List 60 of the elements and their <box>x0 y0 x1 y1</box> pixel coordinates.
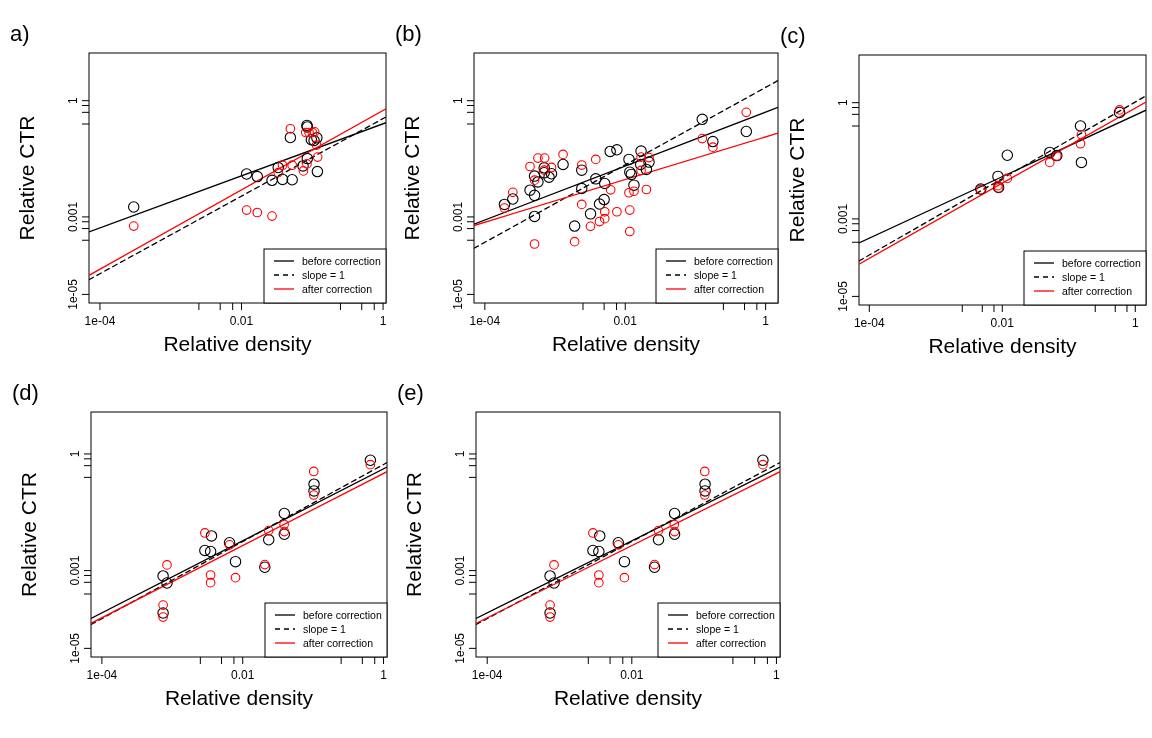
x-tick-label: 1 <box>1131 316 1139 330</box>
chart-title: a) <box>10 21 30 46</box>
x-tick-label: 1 <box>379 314 387 328</box>
x-axis-title: Relative density <box>551 332 701 355</box>
y-tick-label: 1 <box>453 450 467 458</box>
chart-title: (e) <box>397 380 424 405</box>
y-tick-label: 0.001 <box>451 201 465 232</box>
legend-label: before correction <box>302 255 381 267</box>
y-tick-label: 0.001 <box>68 555 82 586</box>
x-tick-label: 1e-04 <box>471 668 503 682</box>
x-tick-label: 1 <box>773 668 781 682</box>
legend-label: after correction <box>1062 285 1133 297</box>
x-tick-label: 1e-04 <box>84 314 116 328</box>
chart-title: (c) <box>780 23 806 48</box>
legend-label: slope = 1 <box>302 269 346 281</box>
y-axis-title: Relative CTR <box>785 117 808 243</box>
legend-label: before correction <box>303 609 382 621</box>
legend-label: slope = 1 <box>303 623 347 635</box>
legend-label: slope = 1 <box>1062 271 1106 283</box>
legend-label: slope = 1 <box>694 269 738 281</box>
legend-label: after correction <box>302 283 373 295</box>
y-tick-label: 1 <box>836 99 850 107</box>
x-axis-title: Relative density <box>163 332 313 355</box>
y-tick-label: 1e-05 <box>451 278 465 310</box>
x-axis-title: Relative density <box>553 686 703 709</box>
y-tick-label: 0.001 <box>453 555 467 586</box>
y-axis-title: Relative CTR <box>402 472 425 597</box>
x-axis-title: Relative density <box>928 334 1078 357</box>
y-tick-label: 1 <box>66 97 80 105</box>
legend-label: after correction <box>303 637 374 649</box>
y-axis-title: Relative CTR <box>15 115 38 241</box>
y-tick-label: 1 <box>68 450 82 458</box>
x-tick-label: 1 <box>380 668 388 682</box>
x-tick-label: 0.01 <box>229 314 254 328</box>
x-tick-label: 0.01 <box>620 668 644 682</box>
x-axis-title: Relative density <box>164 686 314 709</box>
y-tick-label: 1e-05 <box>453 632 467 664</box>
legend-label: slope = 1 <box>696 623 740 635</box>
chart-title: (d) <box>12 380 39 405</box>
legend-label: before correction <box>696 609 775 621</box>
y-tick-label: 1 <box>451 97 465 105</box>
x-tick-label: 1e-04 <box>853 316 885 330</box>
x-tick-label: 0.01 <box>613 314 638 328</box>
x-tick-label: 1 <box>762 314 770 328</box>
chart-title: (b) <box>395 21 422 46</box>
legend-label: before correction <box>1062 257 1141 269</box>
x-tick-label: 1e-04 <box>469 314 501 328</box>
x-tick-label: 1e-04 <box>86 668 118 682</box>
x-tick-label: 0.01 <box>231 668 255 682</box>
y-tick-label: 1e-05 <box>68 632 82 664</box>
y-tick-label: 0.001 <box>66 201 80 232</box>
y-tick-label: 1e-05 <box>836 280 850 312</box>
x-tick-label: 0.01 <box>990 316 1015 330</box>
y-axis-title: Relative CTR <box>17 472 40 597</box>
y-tick-label: 0.001 <box>836 203 850 234</box>
legend-label: before correction <box>694 255 773 267</box>
y-tick-label: 1e-05 <box>66 278 80 310</box>
legend-label: after correction <box>694 283 765 295</box>
y-axis-title: Relative CTR <box>400 115 423 241</box>
legend-label: after correction <box>696 637 767 649</box>
